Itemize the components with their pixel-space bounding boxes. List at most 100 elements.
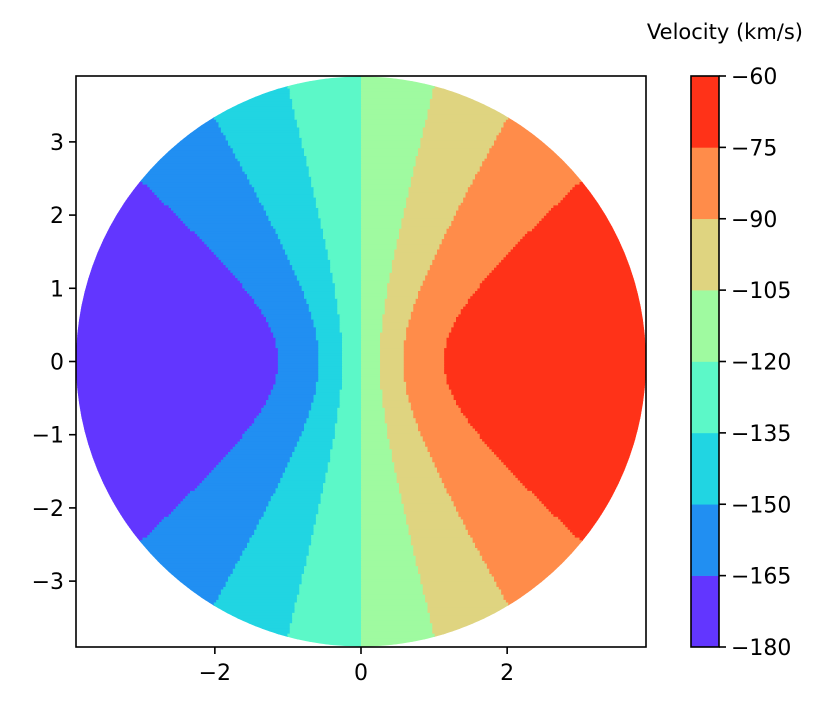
contour-band-cell xyxy=(337,301,362,305)
contour-band-cell xyxy=(76,174,136,178)
contour-band-cell xyxy=(380,355,405,360)
contour-band-cell xyxy=(275,490,324,495)
contour-band-cell xyxy=(152,529,255,534)
contour-band-cell xyxy=(551,511,646,516)
contour-band-cell xyxy=(76,335,274,339)
contour-band-cell xyxy=(410,542,476,547)
contour-band-cell xyxy=(410,405,459,409)
contour-band-cell xyxy=(401,226,450,230)
contour-band-cell xyxy=(76,285,243,290)
contour-band-cell xyxy=(273,387,317,391)
contour-bands xyxy=(76,76,646,647)
contour-band-cell xyxy=(361,342,381,347)
contour-band-cell xyxy=(254,189,315,194)
contour-band-cell xyxy=(453,397,646,401)
contour-band-cell xyxy=(268,324,315,329)
contour-band-cell xyxy=(149,532,255,536)
contour-band-cell xyxy=(301,288,336,292)
contour-band-cell xyxy=(239,163,307,168)
contour-band-cell xyxy=(444,350,646,355)
contour-band-cell xyxy=(315,514,362,518)
contour-band-cell xyxy=(418,153,488,157)
contour-band-cell xyxy=(277,353,319,357)
contour-band-cell xyxy=(296,599,362,604)
contour-band-cell xyxy=(244,431,303,435)
contour-band-cell xyxy=(394,470,438,474)
contour-band-cell xyxy=(76,599,217,604)
contour-band-cell xyxy=(76,179,141,183)
contour-band-cell xyxy=(584,542,646,547)
contour-band-cell xyxy=(510,111,646,116)
contour-band-cell xyxy=(315,519,362,523)
contour-band-cell xyxy=(76,511,172,516)
contour-band-cell xyxy=(622,579,646,583)
contour-band-cell xyxy=(76,576,103,580)
contour-band-cell xyxy=(361,148,419,152)
contour-band-cell xyxy=(463,197,564,201)
contour-band-cell xyxy=(235,566,305,570)
contour-band-cell xyxy=(161,519,260,523)
contour-band-cell xyxy=(361,597,426,601)
contour-band-cell xyxy=(361,278,391,282)
contour-band-cell xyxy=(472,540,583,544)
contour-band-cell xyxy=(154,192,258,196)
contour-band-cell xyxy=(230,270,296,274)
contour-band-cell xyxy=(361,270,393,274)
contour-band-cell xyxy=(318,511,362,516)
contour-band-cell xyxy=(361,501,402,505)
contour-band-cell xyxy=(465,527,569,531)
contour-band-cell xyxy=(361,239,398,243)
contour-band-cell xyxy=(337,298,362,303)
contour-band-cell xyxy=(76,457,224,461)
contour-band-cell xyxy=(296,278,334,282)
contour-band-cell xyxy=(342,350,362,355)
contour-band-cell xyxy=(197,83,288,87)
contour-band-cell xyxy=(361,309,386,313)
contour-band-cell xyxy=(463,306,646,310)
contour-band-cell xyxy=(456,316,646,321)
contour-band-cell xyxy=(311,314,341,318)
contour-band-cell xyxy=(361,397,383,401)
contour-band-cell xyxy=(496,454,646,458)
contour-band-cell xyxy=(418,150,490,155)
contour-band-cell xyxy=(361,454,393,458)
contour-band-cell xyxy=(387,288,421,292)
contour-band-cell xyxy=(242,433,303,438)
contour-band-cell xyxy=(396,244,440,248)
contour-band-cell xyxy=(380,332,407,336)
contour-band-cell xyxy=(299,586,362,591)
contour-band-cell xyxy=(553,514,646,518)
contour-band-cell xyxy=(399,483,445,487)
contour-band-cell xyxy=(382,327,407,331)
contour-band-cell xyxy=(479,169,592,173)
contour-band-cell xyxy=(437,470,512,474)
contour-band-cell xyxy=(520,480,646,484)
contour-band-cell xyxy=(446,490,533,495)
contour-band-cell xyxy=(308,410,338,414)
contour-band-cell xyxy=(437,252,509,256)
contour-band-cell xyxy=(280,241,326,246)
contour-band-cell xyxy=(306,418,338,422)
contour-band-cell xyxy=(223,132,300,137)
contour-band-cell xyxy=(334,423,362,427)
contour-band-cell xyxy=(337,306,362,310)
contour-band-cell xyxy=(546,213,646,217)
contour-band-cell xyxy=(403,361,445,365)
contour-band-cell xyxy=(313,319,341,323)
contour-band-cell xyxy=(361,78,438,82)
contour-band-cell xyxy=(418,566,488,570)
contour-band-cell xyxy=(536,496,646,500)
contour-band-cell xyxy=(337,309,362,313)
contour-band-cell xyxy=(361,410,386,414)
contour-band-cell xyxy=(482,163,600,168)
contour-band-cell xyxy=(422,130,502,134)
contour-band-cell xyxy=(403,366,445,370)
contour-band-cell xyxy=(387,433,421,438)
contour-band-cell xyxy=(187,493,274,497)
contour-band-cell xyxy=(361,288,388,292)
contour-band-cell xyxy=(361,244,398,248)
contour-band-cell xyxy=(308,553,362,557)
contour-band-cell xyxy=(76,252,215,256)
contour-band-cell xyxy=(76,226,189,230)
